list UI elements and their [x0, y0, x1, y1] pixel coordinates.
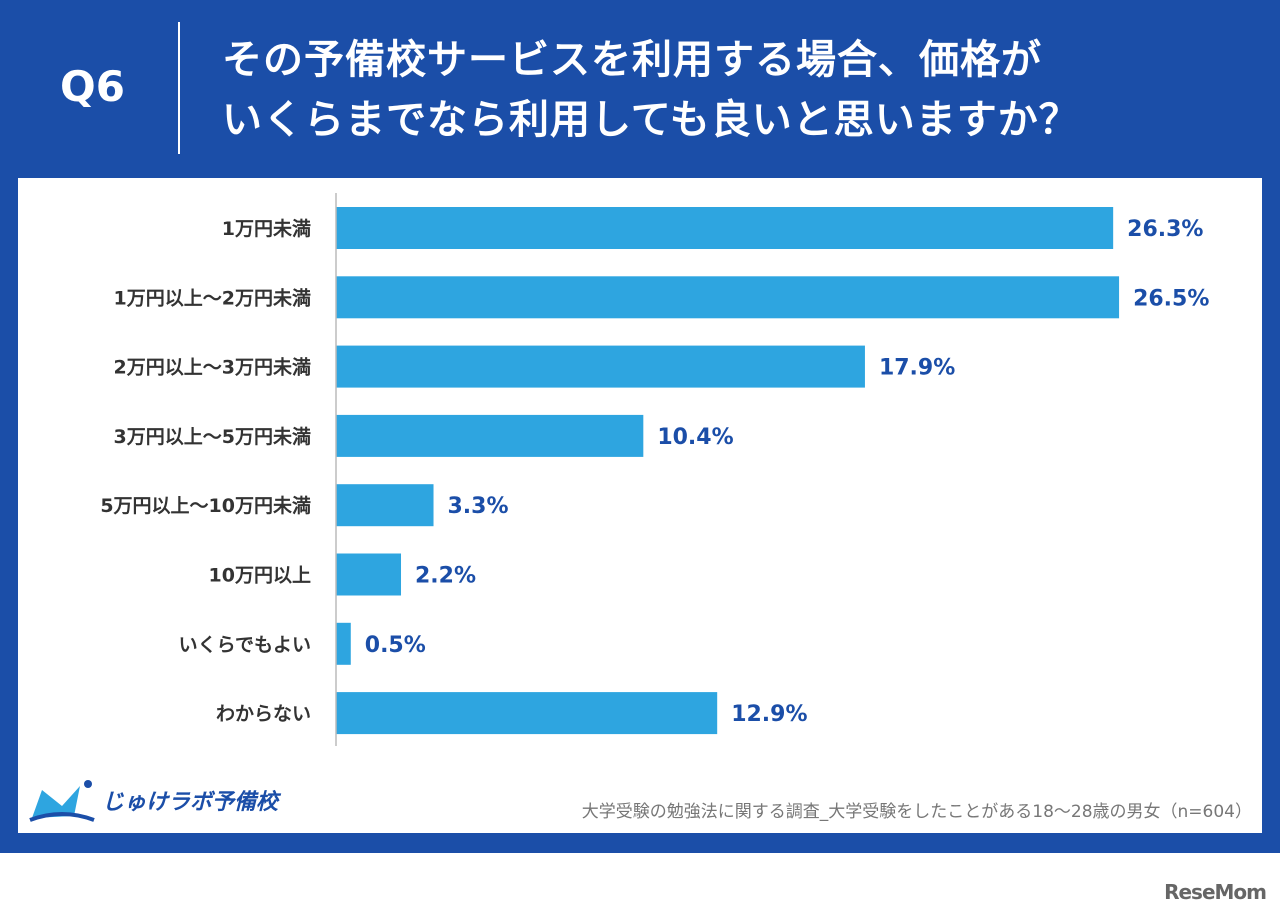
book-logo-icon	[29, 780, 95, 822]
category-label: 1万円以上～2万円未満	[114, 286, 311, 309]
category-label: 2万円以上～3万円未満	[114, 356, 311, 379]
category-label: 5万円以上～10万円未満	[100, 494, 311, 517]
value-label: 17.9%	[879, 356, 955, 381]
category-label: 10万円以上	[209, 565, 311, 587]
logo-text: じゅけラボ予備校	[102, 790, 279, 815]
logo: じゅけラボ予備校	[28, 778, 278, 822]
category-label: わからない	[216, 703, 311, 725]
question-number: Q6	[60, 62, 125, 111]
divider	[178, 22, 180, 154]
chart-title: その予備校サービスを利用する場合、価格が いくらまでなら利用しても良いと思います…	[222, 30, 1080, 150]
value-label: 26.5%	[1133, 286, 1209, 311]
value-label: 0.5%	[365, 633, 426, 658]
source-note: 大学受験の勉強法に関する調査_大学受験をしたことがある18～28歳の男女（n=6…	[581, 802, 1252, 822]
bar-chart: 1万円未満 26.3% 1万円以上～2万円未満 26.5% 2万円以上～3万円未満 17.…	[18, 178, 1262, 833]
value-label: 12.9%	[731, 702, 807, 727]
bar	[336, 622, 351, 665]
category-label: 1万円未満	[222, 217, 311, 240]
watermark: ReseMom	[1164, 880, 1267, 904]
value-label: 3.3%	[448, 494, 509, 519]
value-label: 10.4%	[657, 425, 733, 450]
bar	[336, 276, 1120, 319]
bar	[336, 692, 718, 735]
title-line-1: その予備校サービスを利用する場合、価格が	[222, 37, 1042, 83]
bar	[336, 345, 865, 388]
title-line-2: いくらまでなら利用しても良いと思いますか？	[222, 97, 1080, 143]
category-label: いくらでもよい	[179, 634, 311, 656]
value-label: 2.2%	[415, 564, 476, 589]
value-label: 26.3%	[1127, 217, 1203, 242]
bar	[336, 207, 1114, 249]
bar	[336, 553, 402, 596]
category-label: 3万円以上～5万円未満	[114, 425, 311, 448]
bar	[336, 414, 644, 457]
bar	[336, 484, 434, 527]
